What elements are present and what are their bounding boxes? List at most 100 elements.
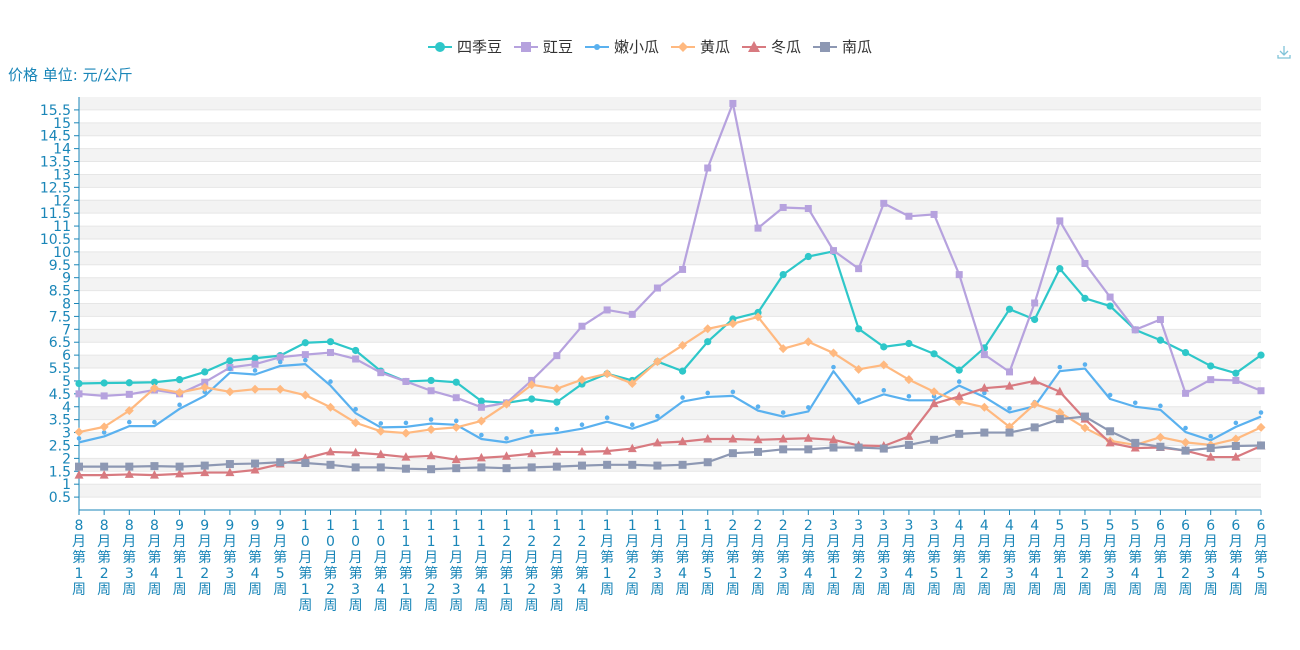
data-point [175, 462, 184, 471]
y-tick-label: 7.5 [49, 309, 71, 325]
data-point [150, 462, 159, 471]
data-point [201, 368, 209, 376]
data-point [225, 460, 234, 469]
legend-item[interactable]: 嫩小瓜 [584, 36, 659, 57]
data-point [1005, 428, 1014, 437]
data-point [1057, 364, 1063, 370]
data-point [728, 434, 738, 443]
y-tick-label: 14 [53, 142, 71, 158]
data-point [1031, 315, 1039, 324]
x-tick-label: 1 月第 5 周 [701, 518, 715, 598]
x-tick-label: 8 月第 3 周 [122, 518, 136, 598]
x-tick-label: 5 月第 1 周 [1053, 518, 1067, 598]
data-point [705, 390, 711, 396]
data-point [1055, 386, 1065, 396]
legend-item[interactable]: 豇豆 [513, 36, 573, 57]
y-tick-label: 7 [62, 322, 71, 338]
x-tick-label: 1 2 月第 1 周 [500, 518, 514, 614]
data-point [301, 351, 309, 359]
data-point [1006, 368, 1014, 376]
x-tick-label: 1 月第 3 周 [650, 518, 664, 598]
data-point [251, 459, 260, 468]
series-line [79, 415, 1262, 471]
legend-marker-icon [742, 40, 767, 52]
grid-band [79, 277, 1261, 291]
data-point [326, 338, 335, 346]
data-point [1232, 369, 1240, 377]
data-point [377, 369, 385, 377]
x-tick-label: 8 月第 2 周 [97, 518, 111, 598]
legend-item[interactable]: 南瓜 [813, 36, 872, 57]
data-point [628, 310, 636, 318]
data-point [577, 375, 587, 385]
data-point [376, 463, 385, 472]
x-tick-label: 2 月第 4 周 [801, 518, 815, 598]
data-point [603, 460, 612, 469]
data-point [755, 404, 761, 409]
data-point [880, 343, 888, 351]
data-point [175, 376, 184, 384]
x-tick-label: 5 月第 2 周 [1078, 518, 1092, 598]
data-point [1206, 444, 1215, 453]
legend-label: 四季豆 [456, 38, 502, 56]
data-point [1257, 351, 1265, 359]
x-tick-label: 4 月第 2 周 [977, 518, 991, 598]
data-point [1256, 422, 1266, 432]
data-point [201, 378, 209, 386]
data-point [428, 417, 434, 422]
legend-item[interactable]: 四季豆 [427, 36, 502, 57]
x-tick-label: 1 0 月第 2 周 [323, 518, 337, 614]
data-point [527, 380, 537, 390]
series-line [78, 102, 1262, 409]
data-point [602, 369, 612, 379]
x-tick-label: 9 月第 4 周 [248, 518, 262, 598]
data-point [803, 433, 813, 442]
legend-item[interactable]: 黄瓜 [671, 36, 730, 57]
data-point [326, 349, 334, 357]
data-point [979, 402, 989, 412]
data-point [828, 348, 838, 358]
data-point [250, 464, 260, 474]
data-point [200, 382, 210, 392]
data-point [906, 393, 912, 399]
x-tick-label: 3 月第 3 周 [877, 518, 891, 598]
data-point [728, 449, 737, 458]
legend-label: 嫩小瓜 [613, 38, 659, 56]
data-point [954, 391, 964, 400]
data-point [829, 247, 837, 255]
data-point [1231, 441, 1240, 450]
x-tick-label: 6 月第 5 周 [1254, 518, 1268, 598]
x-tick-label: 3 月第 5 周 [927, 518, 941, 598]
y-tick-label: 13.5 [40, 155, 71, 171]
data-point [1257, 441, 1265, 450]
data-point [854, 364, 864, 374]
data-point [1005, 381, 1015, 390]
data-point [1031, 299, 1039, 307]
data-point [627, 443, 637, 453]
data-point [552, 446, 562, 456]
data-point [177, 402, 182, 408]
grid-band [79, 174, 1261, 188]
data-point [1056, 217, 1064, 225]
x-tick-label: 9 月第 2 周 [198, 518, 212, 598]
data-point [351, 447, 361, 457]
data-point [378, 421, 384, 426]
x-tick-label: 1 0 月第 3 周 [349, 518, 363, 614]
series-6 [75, 412, 1265, 474]
data-point [955, 429, 964, 438]
x-tick-label: 1 1 月第 2 周 [424, 518, 438, 614]
data-point [1055, 415, 1064, 424]
data-point [1232, 376, 1240, 384]
data-point [1182, 389, 1190, 397]
data-point [426, 450, 436, 460]
data-point [1181, 446, 1190, 455]
download-button[interactable] [1276, 44, 1292, 64]
data-point [652, 437, 662, 447]
x-tick-label: 1 2 月第 4 周 [575, 518, 589, 614]
x-tick-label: 1 月第 2 周 [625, 518, 639, 598]
y-tick-label: 3 [62, 426, 71, 442]
data-point [904, 440, 913, 449]
legend-item[interactable]: 冬瓜 [742, 36, 801, 57]
data-point [829, 443, 838, 452]
download-icon [1277, 46, 1291, 59]
